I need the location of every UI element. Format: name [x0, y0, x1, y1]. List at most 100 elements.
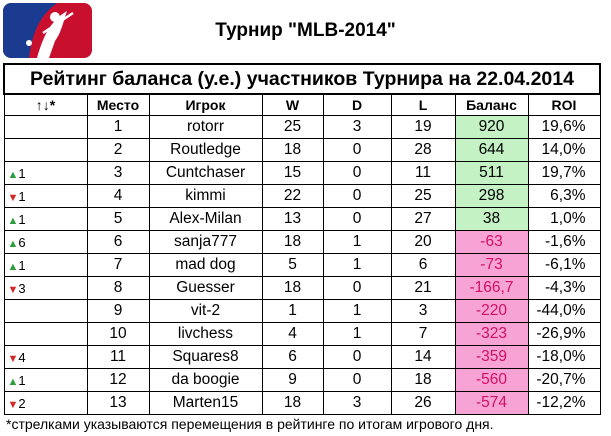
losses-cell: 6 — [390, 253, 456, 277]
place-cell: 5 — [86, 207, 150, 231]
table-row: ▼2 13 Marten15 18 3 26 -574 -12,2% — [3, 391, 601, 415]
roi-cell: 14,0% — [527, 138, 601, 162]
balance-cell: -63 — [454, 230, 529, 254]
wins-cell: 18 — [261, 276, 324, 300]
page-title: Турнир "MLB-2014" — [215, 20, 396, 41]
rank-move-value: 1 — [18, 257, 26, 273]
roi-cell: -20,7% — [527, 368, 601, 392]
table-row: ▲6 6 sanja777 18 1 20 -63 -1,6% — [3, 230, 601, 254]
draws-cell: 0 — [322, 138, 392, 162]
balance-cell: 38 — [454, 207, 529, 231]
draws-cell: 1 — [322, 322, 392, 346]
arrow-down-icon: ▼ — [7, 191, 19, 204]
player-cell: mad dog — [148, 253, 263, 277]
table-row: ▲1 5 Alex-Milan 13 0 27 38 1,0% — [3, 207, 601, 231]
player-cell: Alex-Milan — [148, 207, 263, 231]
wins-cell: 13 — [261, 207, 324, 231]
losses-cell: 21 — [390, 276, 456, 300]
header-l: L — [390, 93, 456, 116]
balance-cell: -220 — [454, 299, 529, 323]
place-cell: 4 — [86, 184, 150, 208]
balance-cell: -73 — [454, 253, 529, 277]
roi-cell: -44,0% — [527, 299, 601, 323]
draws-cell: 0 — [322, 276, 392, 300]
draws-cell: 3 — [322, 391, 392, 415]
arrow-down-icon: ▼ — [7, 283, 19, 296]
player-cell: kimmi — [148, 184, 263, 208]
roi-cell: 19,7% — [527, 161, 601, 185]
arrow-up-icon: ▲ — [7, 375, 19, 388]
place-cell: 3 — [86, 161, 150, 185]
balance-cell: -560 — [454, 368, 529, 392]
draws-cell: 1 — [322, 299, 392, 323]
roi-cell: -1,6% — [527, 230, 601, 254]
player-cell: livchess — [148, 322, 263, 346]
place-cell: 1 — [86, 115, 150, 139]
arrow-up-icon: ▲ — [7, 237, 19, 250]
draws-cell: 0 — [322, 184, 392, 208]
place-cell: 9 — [86, 299, 150, 323]
header-balance: Баланс — [454, 93, 529, 116]
draws-cell: 3 — [322, 115, 392, 139]
wins-cell: 15 — [261, 161, 324, 185]
table-row: ▼1 4 kimmi 22 0 25 298 6,3% — [3, 184, 601, 208]
losses-cell: 26 — [390, 391, 456, 415]
place-cell: 6 — [86, 230, 150, 254]
table-row: 9 vit-2 1 1 3 -220 -44,0% — [3, 299, 601, 323]
wins-cell: 18 — [261, 391, 324, 415]
table-row: ▲1 3 Cuntchaser 15 0 11 511 19,7% — [3, 161, 601, 185]
rank-move-cell: ▲1 — [3, 368, 88, 392]
wins-cell: 5 — [261, 253, 324, 277]
header-w: W — [261, 93, 324, 116]
balance-cell: 511 — [454, 161, 529, 185]
rank-move-value: 1 — [18, 372, 26, 388]
draws-cell: 0 — [322, 345, 392, 369]
rank-move-value: 2 — [18, 395, 26, 411]
rank-move-cell — [3, 299, 88, 323]
losses-cell: 20 — [390, 230, 456, 254]
rank-move-value: 1 — [18, 211, 26, 227]
footnote: *стрелками указываются перемещения в рей… — [6, 416, 494, 432]
arrow-up-icon: ▲ — [7, 260, 19, 273]
rank-move-value: 1 — [18, 165, 26, 181]
place-cell: 8 — [86, 276, 150, 300]
balance-cell: 644 — [454, 138, 529, 162]
place-cell: 7 — [86, 253, 150, 277]
balance-cell: -359 — [454, 345, 529, 369]
rank-move-cell — [3, 115, 88, 139]
roi-cell: 1,0% — [527, 207, 601, 231]
roi-cell: 6,3% — [527, 184, 601, 208]
table-row: ▲1 7 mad dog 5 1 6 -73 -6,1% — [3, 253, 601, 277]
draws-cell: 0 — [322, 207, 392, 231]
wins-cell: 22 — [261, 184, 324, 208]
wins-cell: 18 — [261, 230, 324, 254]
table-row: ▼4 11 Squares8 6 0 14 -359 -18,0% — [3, 345, 601, 369]
draws-cell: 1 — [322, 253, 392, 277]
arrow-up-icon: ▲ — [7, 214, 19, 227]
balance-cell: 298 — [454, 184, 529, 208]
player-cell: Cuntchaser — [148, 161, 263, 185]
rank-move-cell: ▼3 — [3, 276, 88, 300]
draws-cell: 1 — [322, 230, 392, 254]
table-caption-row: Рейтинг баланса (у.е.) участников Турнир… — [3, 63, 601, 95]
losses-cell: 25 — [390, 184, 456, 208]
player-cell: da boogie — [148, 368, 263, 392]
player-cell: Guesser — [148, 276, 263, 300]
wins-cell: 1 — [261, 299, 324, 323]
table-row: 10 livchess 4 1 7 -323 -26,9% — [3, 322, 601, 346]
player-cell: Routledge — [148, 138, 263, 162]
table-caption: Рейтинг баланса (у.е.) участников Турнир… — [3, 63, 601, 95]
rank-move-cell: ▲1 — [3, 253, 88, 277]
losses-cell: 11 — [390, 161, 456, 185]
header-d: D — [322, 93, 392, 116]
table-row: ▼3 8 Guesser 18 0 21 -166,7 -4,3% — [3, 276, 601, 300]
balance-cell: -323 — [454, 322, 529, 346]
wins-cell: 6 — [261, 345, 324, 369]
player-cell: Squares8 — [148, 345, 263, 369]
roi-cell: -18,0% — [527, 345, 601, 369]
wins-cell: 18 — [261, 138, 324, 162]
header-player: Игрок — [148, 93, 263, 116]
losses-cell: 3 — [390, 299, 456, 323]
roi-cell: -4,3% — [527, 276, 601, 300]
place-cell: 10 — [86, 322, 150, 346]
